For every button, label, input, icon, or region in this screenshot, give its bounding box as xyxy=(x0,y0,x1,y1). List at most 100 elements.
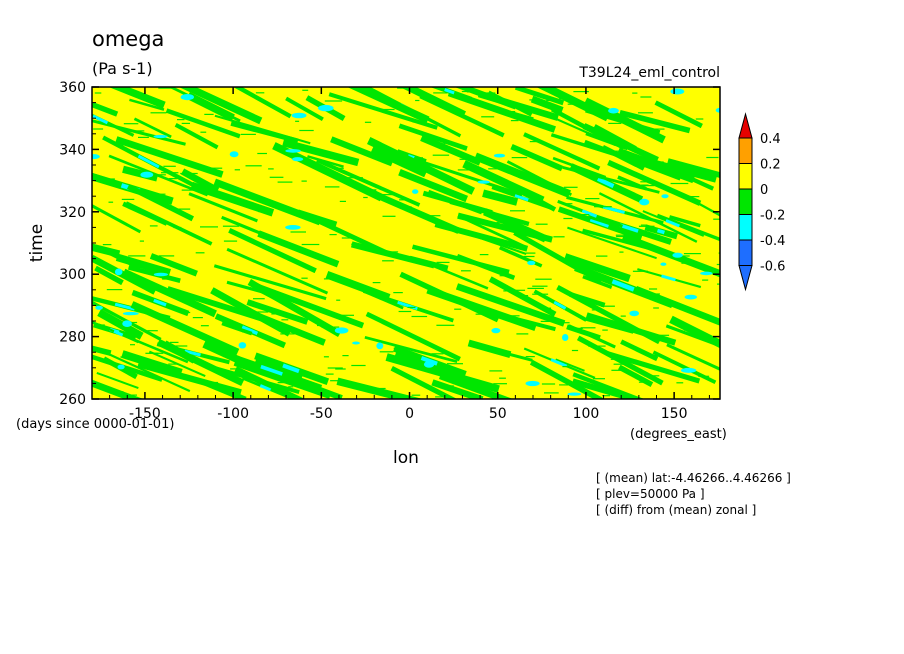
omega-strong-ascent xyxy=(122,311,139,316)
omega-dash xyxy=(323,356,329,358)
x-tick-label: 150 xyxy=(661,406,688,422)
omega-streak xyxy=(127,184,194,222)
x-tick-label: 100 xyxy=(573,406,600,422)
omega-streak xyxy=(364,335,458,364)
omega-streak xyxy=(390,87,467,118)
omega-streak xyxy=(507,87,610,122)
omega-dash xyxy=(407,306,416,308)
omega-streak xyxy=(449,199,530,227)
omega-dash xyxy=(717,283,720,285)
omega-strong-ascent xyxy=(180,94,194,101)
omega-strong-ascent xyxy=(285,225,301,230)
omega-dash xyxy=(317,324,328,327)
omega-dash xyxy=(130,321,138,324)
omega-streak xyxy=(282,138,360,167)
omega-streak xyxy=(370,146,428,178)
omega-strong-ascent xyxy=(562,334,569,341)
omega-dash xyxy=(532,293,549,295)
omega-dash xyxy=(121,198,135,200)
omega-streak xyxy=(414,158,523,197)
omega-streak xyxy=(257,230,340,268)
omega-dash xyxy=(592,378,605,380)
omega-streak xyxy=(336,377,452,399)
omega-dash xyxy=(594,206,612,208)
omega-dash xyxy=(632,270,648,272)
omega-streak xyxy=(96,371,139,390)
omega-streak xyxy=(523,347,596,379)
omega-dash xyxy=(611,369,630,371)
omega-dash xyxy=(681,255,690,257)
omega-streak xyxy=(394,351,475,387)
omega-strong-ascent xyxy=(525,380,540,387)
omega-streak xyxy=(533,289,588,322)
omega-streak xyxy=(532,107,616,147)
omega-dash xyxy=(240,133,256,135)
omega-dash xyxy=(393,292,403,294)
omega-streak xyxy=(667,158,720,182)
omega-streak xyxy=(214,313,286,349)
omega-dash xyxy=(200,131,207,133)
omega-strong-ascent xyxy=(715,107,720,113)
omega-strong-ascent xyxy=(334,327,349,334)
omega-dash xyxy=(650,161,664,163)
omega-strong-ascent xyxy=(318,104,334,112)
omega-dash xyxy=(570,198,575,201)
omega-streak xyxy=(188,192,258,223)
omega-dash xyxy=(167,347,173,349)
annotation-plev: [ plev=50000 Pa ] xyxy=(596,487,705,501)
omega-dash xyxy=(234,169,240,171)
omega-dash xyxy=(276,389,293,391)
omega-dash xyxy=(567,103,579,105)
omega-dash xyxy=(104,178,115,180)
omega-dash xyxy=(138,136,149,138)
colorbar-segment xyxy=(738,163,753,190)
omega-strong-ascent xyxy=(140,171,154,178)
omega-dash xyxy=(162,278,176,280)
omega-streak xyxy=(563,253,631,283)
chart-units: (Pa s-1) xyxy=(92,59,153,78)
omega-streak xyxy=(473,152,572,198)
omega-dash xyxy=(719,139,720,141)
omega-strong-ascent xyxy=(238,342,247,349)
omega-strong-ascent xyxy=(672,252,683,258)
y-tick-label: 300 xyxy=(59,267,86,283)
omega-dash xyxy=(650,293,660,295)
omega-dash xyxy=(245,165,262,167)
omega-dash xyxy=(510,120,519,122)
omega-dash xyxy=(290,231,306,233)
omega-streak xyxy=(328,92,438,130)
omega-dash xyxy=(553,236,565,238)
omega-dash xyxy=(393,347,401,349)
omega-dash xyxy=(222,225,240,227)
omega-streak xyxy=(367,137,475,195)
omega-streak xyxy=(523,132,601,171)
omega-dash xyxy=(702,279,709,281)
omega-streak xyxy=(593,124,637,152)
omega-dash xyxy=(448,380,465,382)
omega-dash xyxy=(192,317,203,319)
omega-streak xyxy=(115,136,224,178)
omega-dash xyxy=(436,261,450,263)
y-tick-label: 340 xyxy=(59,142,86,158)
omega-streak xyxy=(557,199,624,228)
omega-dash xyxy=(428,215,441,217)
omega-dash xyxy=(94,92,102,94)
omega-streak xyxy=(228,228,317,274)
omega-dash xyxy=(106,289,123,291)
y-tick-label: 260 xyxy=(59,392,86,408)
omega-streak xyxy=(455,283,566,327)
omega-strong-ascent xyxy=(285,149,301,153)
omega-dash xyxy=(475,313,485,315)
omega-dash xyxy=(346,177,363,179)
omega-streak xyxy=(552,156,607,179)
omega-dash xyxy=(321,326,340,328)
omega-dash xyxy=(382,260,394,262)
omega-dash xyxy=(258,210,270,213)
omega-dash xyxy=(200,226,218,228)
omega-dash xyxy=(479,254,489,256)
omega-dash xyxy=(638,225,655,227)
omega-dash xyxy=(398,310,412,313)
omega-dash xyxy=(683,253,701,255)
omega-streak xyxy=(585,108,661,135)
colorbar-bottom-triangle xyxy=(738,265,753,292)
